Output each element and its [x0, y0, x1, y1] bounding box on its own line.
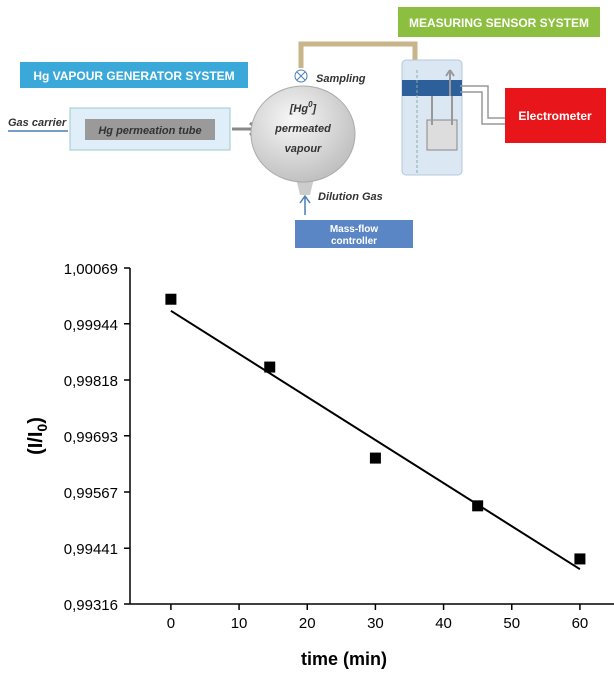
gas-carrier: Gas carrier	[8, 117, 67, 129]
data-point	[472, 500, 483, 511]
formula-part: [Hg	[289, 103, 309, 115]
mfc-label: controller	[331, 236, 377, 247]
y-tick-label: 0,99316	[64, 597, 118, 614]
page: Hg VAPOUR GENERATOR SYSTEM MEASURING SEN…	[0, 0, 614, 673]
y-tick-label: 0,99567	[64, 485, 118, 502]
x-axis-label: time (min)	[301, 649, 387, 669]
mfc-label: Mass-flow	[330, 224, 379, 235]
sensor-title: MEASURING SENSOR SYSTEM	[409, 16, 589, 30]
generator-title: Hg VAPOUR GENERATOR SYSTEM	[33, 69, 234, 83]
tube-label: Hg permeation tube	[98, 125, 201, 137]
y-tick-label: 0,99441	[64, 541, 118, 558]
wires	[460, 86, 505, 124]
y-tick-label: 0,99693	[64, 429, 118, 446]
label-part: )	[25, 417, 47, 424]
chart: time (min) (I/I0) 0,993160,994410,995670…	[25, 261, 614, 669]
electrometer-label: Electrometer	[518, 109, 592, 123]
data-point	[264, 362, 275, 373]
sampling-pipe	[301, 44, 415, 75]
x-tick-label: 60	[572, 615, 589, 632]
label-part: (I/I	[25, 432, 47, 455]
label-sub: 0	[34, 424, 50, 432]
y-tick-label: 0,99944	[64, 317, 118, 334]
diagram: Hg VAPOUR GENERATOR SYSTEM MEASURING SEN…	[8, 7, 606, 248]
vapour-line: vapour	[285, 143, 322, 155]
y-tick-label: 0,99818	[64, 373, 118, 390]
vapour-line: permeated	[274, 123, 331, 135]
data-point	[165, 294, 176, 305]
x-tick-label: 10	[231, 615, 248, 632]
data-point	[370, 453, 381, 464]
fit-line	[171, 311, 580, 569]
formula-part: ]	[312, 103, 317, 115]
cell-lid	[402, 80, 462, 96]
x-tick-label: 40	[435, 615, 452, 632]
sampling-label: Sampling	[316, 73, 366, 85]
figure: Hg VAPOUR GENERATOR SYSTEM MEASURING SEN…	[0, 0, 614, 673]
x-tick-label: 20	[299, 615, 316, 632]
arrow	[300, 196, 310, 215]
y-tick-label: 1,00069	[64, 261, 118, 278]
x-tick-label: 0	[167, 615, 175, 632]
x-tick-label: 50	[503, 615, 520, 632]
x-tick-label: 30	[367, 615, 384, 632]
dilution-label: Dilution Gas	[318, 191, 383, 203]
vapour-formula: [Hg0]	[289, 100, 317, 115]
y-axis-label: (I/I0)	[25, 417, 50, 455]
data-point	[574, 553, 585, 564]
